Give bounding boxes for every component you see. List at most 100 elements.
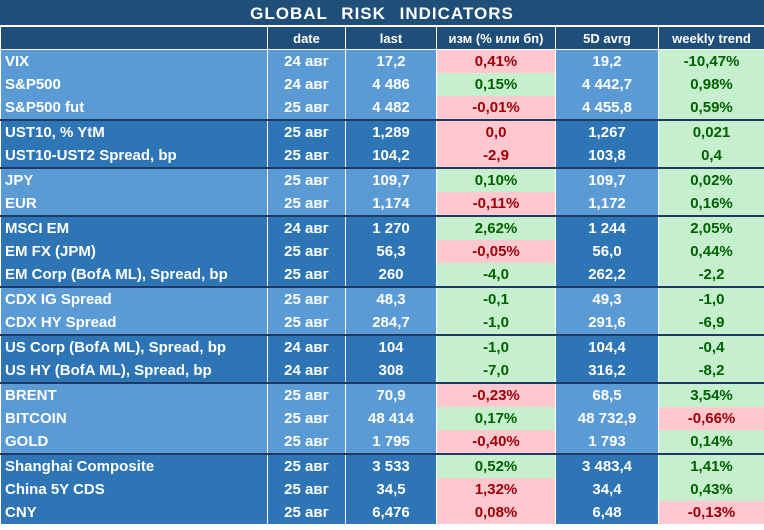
last-value-cell: 4 482 [345,96,437,120]
last-value-cell: 308 [345,359,437,383]
table-row: US Corp (BofA ML), Spread, bp 24 авг 104 -1… [0,334,764,359]
last-value-cell: 1,174 [345,192,437,216]
indicator-name-cell: CDX HY Spread [0,311,268,335]
indicator-name-cell: EUR [0,192,268,216]
last-value-cell: 109,7 [345,167,437,192]
weekly-trend-cell: 0,44% [658,240,764,263]
indicator-name-cell: JPY [0,167,268,192]
change-cell: 0,0 [436,119,556,144]
last-value-cell: 56,3 [345,240,437,263]
table-row: S&P500 24 авг 4 486 0,15% 4 442,7 0,98% [0,73,764,96]
last-value-cell: 1 270 [345,215,437,240]
five-day-avg-cell: 4 455,8 [555,96,659,120]
change-cell: 0,41% [436,49,556,73]
table-row: EM FX (JPM) 25 авг 56,3 -0,05% 56,0 0,44% [0,240,764,263]
header-date: date [267,26,346,50]
last-value-cell: 6,476 [345,501,437,525]
indicator-name-cell: China 5Y CDS [0,478,268,501]
date-cell: 25 авг [267,453,346,478]
five-day-avg-cell: 3 483,4 [555,453,659,478]
date-cell: 25 авг [267,311,346,335]
five-day-avg-cell: 1 244 [555,215,659,240]
last-value-cell: 3 533 [345,453,437,478]
five-day-avg-cell: 103,8 [555,144,659,168]
change-cell: -0,23% [436,382,556,407]
five-day-avg-cell: 56,0 [555,240,659,263]
table-row: US HY (BofA ML), Spread, bp 24 авг 308 -7,0… [0,359,764,383]
five-day-avg-cell: 291,6 [555,311,659,335]
weekly-trend-cell: 1,41% [658,453,764,478]
indicator-name-cell: GOLD [0,430,268,454]
sheet-title: GLOBAL RISK INDICATORS [0,0,764,26]
indicator-name-cell: MSCI EM [0,215,268,240]
weekly-trend-cell: -8,2 [658,359,764,383]
date-cell: 25 авг [267,240,346,263]
change-cell: 0,10% [436,167,556,192]
change-cell: 0,08% [436,501,556,525]
weekly-trend-cell: -0,13% [658,501,764,525]
table-row: China 5Y CDS 25 авг 34,5 1,32% 34,4 0,43% [0,478,764,501]
change-cell: -1,0 [436,334,556,359]
indicator-name-cell: CDX IG Spread [0,286,268,311]
table-row: CNY 25 авг 6,476 0,08% 6,48 -0,13% [0,501,764,525]
table-row: UST10, % YtM 25 авг 1,289 0,0 1,267 0,021 [0,119,764,144]
weekly-trend-cell: 0,021 [658,119,764,144]
table-row: EM Corp (BofA ML), Spread, bp 25 авг 260 -4… [0,263,764,287]
date-cell: 25 авг [267,382,346,407]
date-cell: 25 авг [267,96,346,120]
indicator-name-cell: CNY [0,501,268,525]
weekly-trend-cell: -0,66% [658,407,764,430]
five-day-avg-cell: 34,4 [555,478,659,501]
change-cell: 0,52% [436,453,556,478]
indicator-name-cell: UST10-UST2 Spread, bp [0,144,268,168]
last-value-cell: 104,2 [345,144,437,168]
table-row: CDX IG Spread 25 авг 48,3 -0,1 49,3 -1,0 [0,286,764,311]
date-cell: 25 авг [267,430,346,454]
date-cell: 25 авг [267,167,346,192]
five-day-avg-cell: 49,3 [555,286,659,311]
date-cell: 25 авг [267,501,346,525]
change-cell: -4,0 [436,263,556,287]
indicator-name-cell: S&P500 fut [0,96,268,120]
weekly-trend-cell: -2,2 [658,263,764,287]
change-cell: -1,0 [436,311,556,335]
weekly-trend-cell: 3,54% [658,382,764,407]
last-value-cell: 1,289 [345,119,437,144]
indicators-table: date last изм (% или бп) 5D avrg weekly … [0,26,764,525]
indicator-name-cell: S&P500 [0,73,268,96]
last-value-cell: 260 [345,263,437,287]
date-cell: 24 авг [267,73,346,96]
five-day-avg-cell: 6,48 [555,501,659,525]
last-value-cell: 1 795 [345,430,437,454]
weekly-trend-cell: 0,59% [658,96,764,120]
change-cell: 0,17% [436,407,556,430]
change-cell: 0,15% [436,73,556,96]
change-cell: -0,11% [436,192,556,216]
five-day-avg-cell: 1 793 [555,430,659,454]
five-day-avg-cell: 109,7 [555,167,659,192]
table-row: GOLD 25 авг 1 795 -0,40% 1 793 0,14% [0,430,764,454]
indicator-name-cell: US Corp (BofA ML), Spread, bp [0,334,268,359]
change-cell: 1,32% [436,478,556,501]
table-row: S&P500 fut 25 авг 4 482 -0,01% 4 455,8 0,59% [0,96,764,120]
last-value-cell: 284,7 [345,311,437,335]
date-cell: 24 авг [267,359,346,383]
last-value-cell: 48,3 [345,286,437,311]
table-row: MSCI EM 24 авг 1 270 2,62% 1 244 2,05% [0,215,764,240]
date-cell: 25 авг [267,119,346,144]
indicator-name-cell: BRENT [0,382,268,407]
weekly-trend-cell: 0,02% [658,167,764,192]
change-cell: -0,05% [436,240,556,263]
header-weekly-trend: weekly trend [658,26,764,50]
table-row: BRENT 25 авг 70,9 -0,23% 68,5 3,54% [0,382,764,407]
five-day-avg-cell: 48 732,9 [555,407,659,430]
table-row: CDX HY Spread 25 авг 284,7 -1,0 291,6 -6,9 [0,311,764,335]
weekly-trend-cell: 0,43% [658,478,764,501]
weekly-trend-cell: 0,14% [658,430,764,454]
header-row: date last изм (% или бп) 5D avrg weekly … [0,26,764,50]
indicator-name-cell: EM Corp (BofA ML), Spread, bp [0,263,268,287]
five-day-avg-cell: 1,267 [555,119,659,144]
change-cell: -0,40% [436,430,556,454]
change-cell: -7,0 [436,359,556,383]
